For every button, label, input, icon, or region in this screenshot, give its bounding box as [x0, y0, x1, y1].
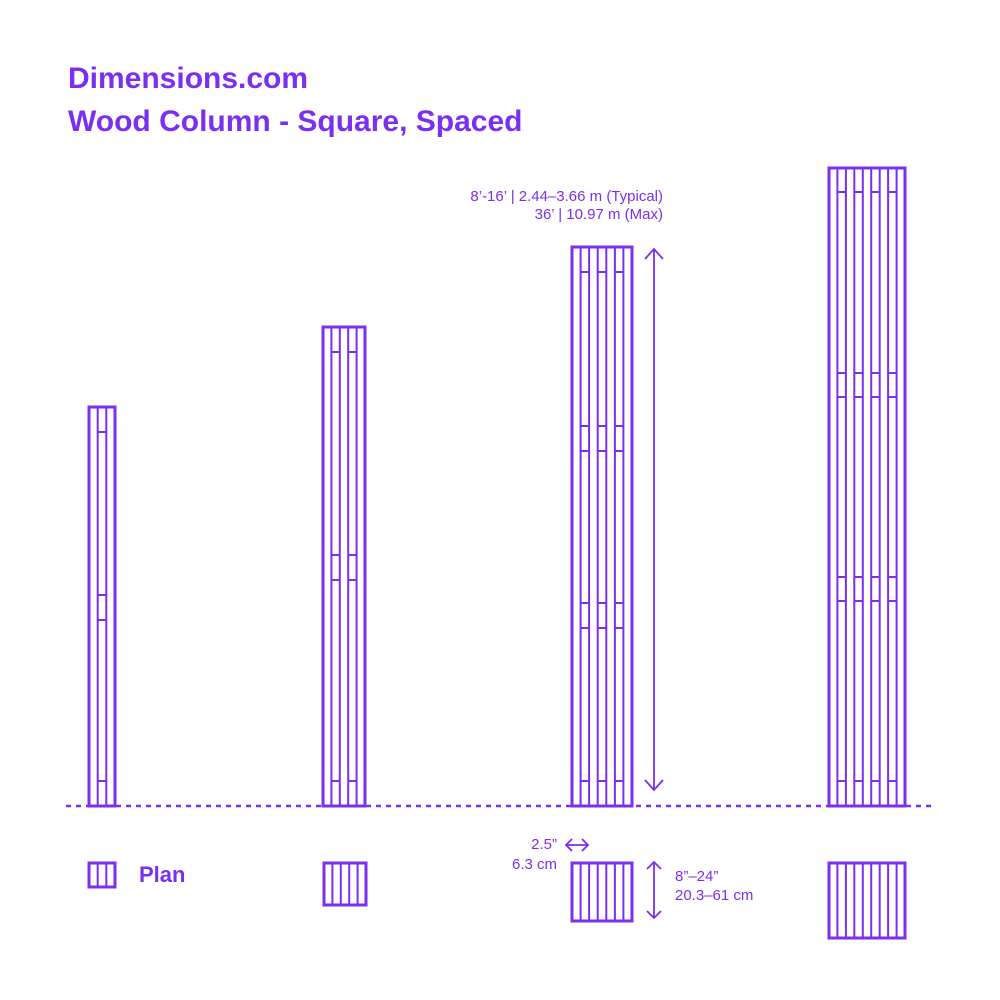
plan-view-xlarge	[827, 861, 907, 940]
board-thickness-arrow	[564, 838, 590, 852]
plan-label: Plan	[139, 862, 186, 887]
column-elevation-xlarge	[827, 166, 907, 808]
plan-view-large	[570, 861, 634, 923]
brand-title: Dimensions.com	[68, 62, 309, 95]
board-thickness-imperial: 2.5”	[531, 836, 557, 853]
board-thickness-metric: 6.3 cm	[511, 856, 557, 873]
height-typical-label: 8’-16’ | 2.44–3.66 m (Typical)	[470, 188, 663, 205]
column-width-arrow	[646, 860, 662, 920]
column-elevation-large	[570, 245, 634, 808]
column-width-imperial: 8”–24”	[675, 868, 719, 885]
plan-legend-icon	[87, 861, 117, 889]
column-elevation-small	[87, 405, 117, 808]
column-elevation-medium	[321, 325, 367, 808]
page-title: Wood Column - Square, Spaced	[68, 105, 523, 138]
column-width-metric: 20.3–61 cm	[675, 887, 754, 904]
plan-view-medium	[322, 861, 368, 907]
height-max-label: 36’ | 10.97 m (Max)	[534, 206, 663, 223]
height-dimension-arrow	[644, 247, 664, 792]
